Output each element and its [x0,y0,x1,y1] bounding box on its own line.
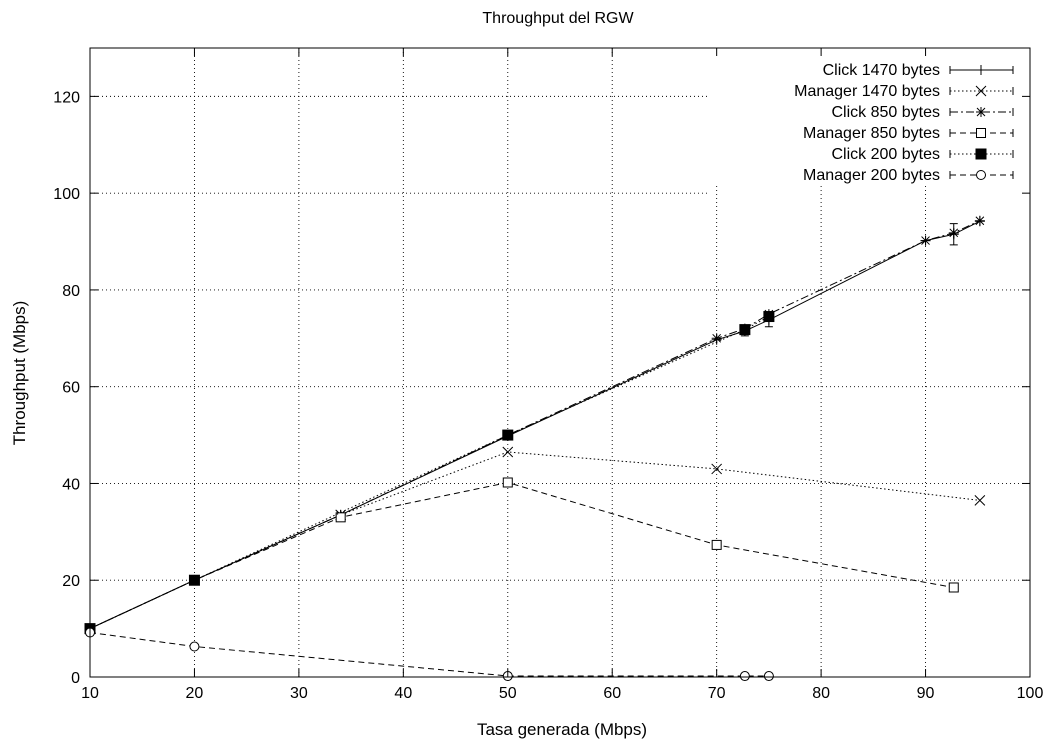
legend-entry: Manager 850 bytes [803,125,1014,142]
legend-entry: Manager 1470 bytes [794,83,1014,100]
series-1 [85,216,985,634]
data-point [502,477,513,488]
y-tick-label: 40 [62,476,80,493]
grid-lines [90,48,1030,677]
series-4 [85,477,959,634]
x-tick-label: 10 [81,685,99,702]
data-point [189,641,200,652]
error-bars [740,223,958,337]
y-tick-label: 100 [53,186,80,203]
axis-ticks: 10 20 30 40 50 60 70 80 90 100 0 20 40 60 80 100 120 [53,48,1043,702]
x-tick-label: 80 [812,685,830,702]
data-point [975,85,987,97]
x-tick-label: 20 [186,685,204,702]
data-point [976,65,986,75]
data-point [974,495,986,506]
series-line [89,481,954,630]
error-bar [764,312,773,328]
x-tick-label: 70 [708,685,726,702]
y-axis-label: Throughput (Mbps) [10,301,29,446]
x-tick-label: 40 [394,685,412,702]
data-point [975,148,987,160]
error-bar [949,223,958,246]
data-point [976,170,986,180]
error-bar [740,325,749,337]
data-point [188,574,200,586]
legend-entry: Click 200 bytes [832,146,1014,163]
series-line [89,632,769,677]
data-point [711,463,723,475]
x-axis-label: Tasa generada (Mbps) [477,720,647,739]
data-point [502,429,514,441]
data-point [976,107,986,117]
x-tick-label: 50 [499,685,517,702]
data-point [974,215,985,226]
series-line [89,451,980,630]
legend-label: Manager 1470 bytes [794,83,940,100]
x-tick-label: 100 [1017,685,1044,702]
series-2 [84,446,986,634]
series-line [89,220,981,630]
legend-entry: Click 850 bytes [832,104,1014,121]
plot-frame [89,47,1031,678]
y-tick-label: 60 [62,380,80,397]
legend-label: Manager 200 bytes [803,167,940,184]
data-point [502,446,514,458]
series-6 [85,627,774,682]
data-point [976,128,986,138]
x-tick-label: 30 [290,685,308,702]
data-point [711,539,722,550]
legend-entry: Click 1470 bytes [823,62,1014,79]
data-point [948,582,959,593]
legend-label: Click 200 bytes [832,146,941,163]
chart-title: Throughput del RGW [482,10,634,27]
x-tick-label: 90 [917,685,935,702]
legend: Click 1470 bytes Manager 1470 bytes Click … [794,62,1014,184]
y-tick-label: 20 [62,573,80,590]
legend-label: Manager 850 bytes [803,125,940,142]
x-tick-label: 60 [603,685,621,702]
data-point [763,671,774,682]
legend-label: Click 1470 bytes [823,62,940,79]
y-tick-label: 80 [62,283,80,300]
series-layer [84,215,986,682]
data-point [739,671,750,682]
data-point [711,333,722,344]
legend-label: Click 850 bytes [832,104,941,121]
y-tick-label: 120 [53,89,80,106]
y-tick-label: 0 [71,670,80,687]
data-point [920,235,931,246]
legend-entry: Manager 200 bytes [803,167,1014,184]
